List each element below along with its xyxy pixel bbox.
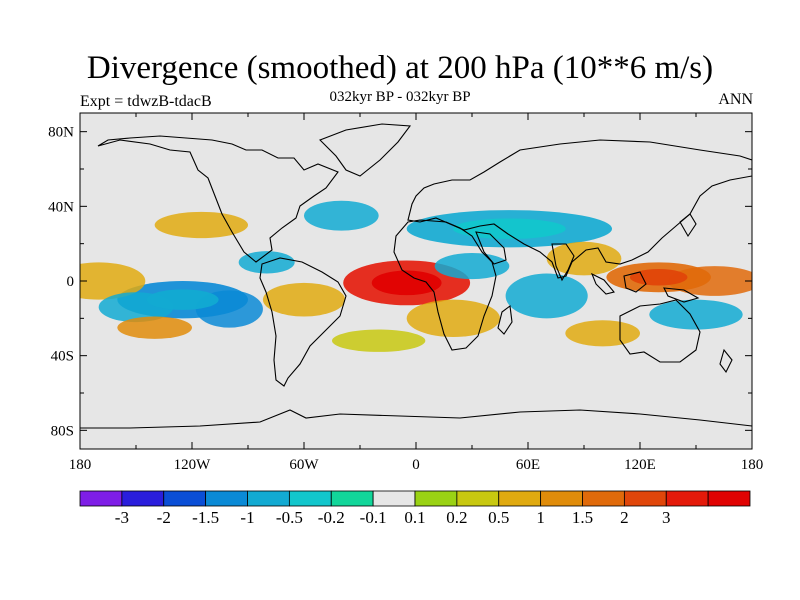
coast-antarctica — [80, 409, 752, 429]
coast-new-guinea — [663, 287, 700, 303]
coast-arabia — [475, 231, 507, 265]
lat-tick-label: 40N — [48, 199, 74, 215]
field-contour-band — [505, 273, 588, 319]
field-contour-band — [117, 316, 192, 339]
colorbar-swatch — [163, 490, 207, 507]
coast-madagascar — [497, 304, 513, 335]
field-contour-band — [565, 320, 641, 347]
lon-tick-label: 0 — [412, 457, 420, 473]
lat-tick-label: 80N — [48, 125, 74, 141]
coast-eurasia — [407, 139, 752, 279]
field-contour-band — [668, 266, 752, 296]
coast-north-america — [97, 135, 339, 263]
colorbar-swatch — [707, 490, 751, 507]
coastlines — [80, 123, 752, 429]
colorbar-label: 1 — [536, 508, 545, 527]
field-contour-band — [546, 241, 622, 276]
field-contour-band — [332, 329, 426, 352]
lon-tick-label: 60W — [289, 457, 319, 473]
colorbar-swatch — [247, 490, 290, 507]
field-contour-band — [262, 282, 346, 317]
colorbar-label: -2 — [157, 508, 171, 527]
latitude-axis: 80N 40N 0 40S 80S — [48, 125, 752, 439]
longitude-axis: 180 120W 60W 0 60E 120E 180 — [69, 113, 764, 473]
lat-tick-label: 40S — [51, 349, 74, 365]
colorbar-label: -1.5 — [192, 508, 219, 527]
lon-tick-label: 180 — [741, 457, 764, 473]
field-contour-band — [649, 299, 743, 330]
colorbar-swatch — [79, 490, 123, 507]
colorbar-swatch — [414, 490, 458, 507]
coast-japan — [679, 213, 697, 238]
field-contour-band — [434, 253, 510, 280]
colorbar-swatch — [582, 490, 625, 507]
colorbar-swatch — [288, 490, 332, 507]
colorbar-label: -0.1 — [360, 508, 387, 527]
season-label: ANN — [718, 91, 753, 108]
coast-africa — [393, 219, 497, 351]
colorbar-label: -3 — [115, 508, 129, 527]
coast-south-america — [259, 257, 347, 387]
field-feature-core — [371, 270, 442, 296]
coast-sumatra — [590, 272, 615, 295]
colorbar-label: 0.1 — [404, 508, 425, 527]
colorbar-label: -0.2 — [318, 508, 345, 527]
colorbar-swatch — [498, 490, 542, 507]
coast-india — [551, 243, 575, 282]
colorbar-swatch — [665, 490, 709, 507]
field-contour-band — [304, 200, 379, 231]
colorbar-swatch — [330, 490, 374, 507]
colorbar-swatch — [205, 490, 248, 507]
coast-new-zealand — [719, 348, 733, 374]
colorbar: -3 -2 -1.5 -1 -0.5 -0.2 -0.1 0.1 0.2 0.5 1 1.5 2 3 — [79, 490, 751, 527]
experiment-label: Expt = tdwzB-tdacB — [80, 93, 212, 110]
coast-greenland — [319, 123, 412, 177]
lat-tick-label: 0 — [67, 274, 75, 290]
field-contour-band — [154, 211, 248, 239]
field-feature-core — [146, 289, 219, 310]
lon-tick-label: 60E — [516, 457, 540, 473]
colorbar-label: 1.5 — [572, 508, 593, 527]
divergence-field — [80, 200, 752, 352]
colorbar-label: 3 — [662, 508, 671, 527]
colorbar-label: 0.2 — [446, 508, 467, 527]
colorbar-label: 0.5 — [488, 508, 509, 527]
colorbar-label: -1 — [240, 508, 254, 527]
colorbar-swatch — [540, 490, 583, 507]
field-feature-core — [452, 218, 566, 239]
plot-title: Divergence (smoothed) at 200 hPa (10**6 … — [86, 50, 714, 86]
colorbar-label: 2 — [620, 508, 629, 527]
colorbar-swatch — [623, 490, 667, 507]
colorbar-label: -0.5 — [276, 508, 303, 527]
lon-tick-label: 120E — [624, 457, 656, 473]
map-area — [79, 112, 753, 450]
colorbar-swatch — [456, 490, 500, 507]
lon-tick-label: 180 — [69, 457, 92, 473]
lon-tick-label: 120W — [174, 457, 212, 473]
colorbar-swatch — [121, 490, 165, 507]
plot-subtitle: 032kyr BP - 032kyr BP — [329, 89, 471, 105]
field-feature-core — [629, 269, 688, 286]
colorbar-swatch — [372, 490, 416, 507]
lat-tick-label: 80S — [51, 423, 74, 439]
coast-australia — [619, 299, 701, 363]
field-contour-band — [406, 299, 501, 338]
field-contour-band — [80, 262, 146, 300]
coast-borneo — [623, 271, 647, 293]
